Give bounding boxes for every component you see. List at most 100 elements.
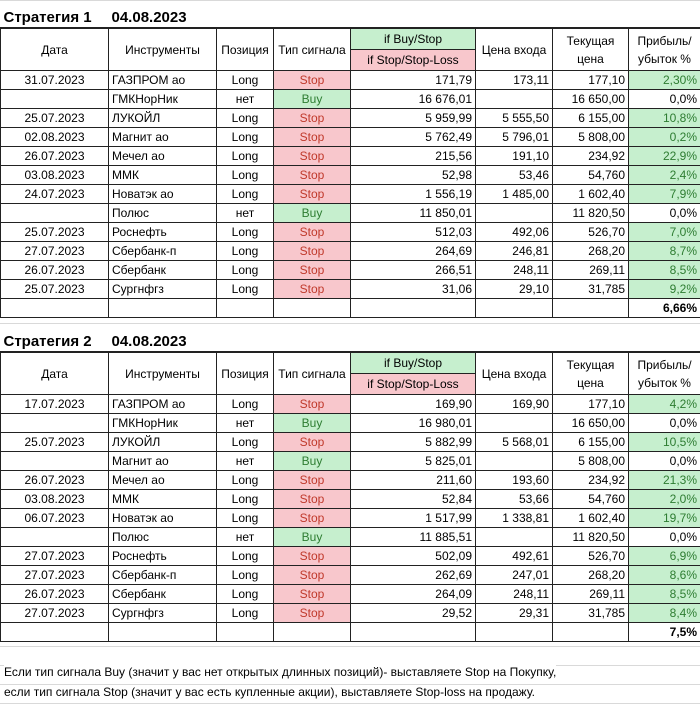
cell-signal[interactable]: Stop	[273, 184, 351, 204]
cell-signal[interactable]: Stop	[273, 279, 351, 299]
cell-profit[interactable]: 2,0%	[627, 489, 700, 509]
empty-cell[interactable]	[273, 298, 351, 318]
cell-entry-price[interactable]: 492,61	[475, 546, 553, 566]
empty-cell[interactable]	[350, 298, 476, 318]
cell-position[interactable]: Long	[216, 108, 274, 128]
cell-instrument[interactable]: Сургнфгз	[108, 279, 217, 299]
cell-instrument[interactable]: Полюс	[108, 527, 217, 547]
cell-position[interactable]: нет	[216, 413, 274, 433]
cell-entry-price[interactable]	[475, 413, 553, 433]
empty-cell[interactable]	[0, 622, 109, 642]
cell-instrument[interactable]: Сбербанк	[108, 260, 217, 280]
cell-profit[interactable]: 10,8%	[627, 108, 700, 128]
cell-entry-price[interactable]: 1 338,81	[475, 508, 553, 528]
cell-date[interactable]: 03.08.2023	[0, 489, 109, 509]
cell-entry-price[interactable]: 5 568,01	[475, 432, 553, 452]
cell-entry-price[interactable]	[475, 89, 553, 109]
cell-entry-price[interactable]: 191,10	[475, 146, 553, 166]
cell-instrument[interactable]: Магнит ао	[108, 451, 217, 471]
cell-instrument[interactable]: ММК	[108, 489, 217, 509]
cell-date[interactable]: 26.07.2023	[0, 584, 109, 604]
cell-position[interactable]: нет	[216, 527, 274, 547]
cell-date[interactable]: 27.07.2023	[0, 603, 109, 623]
cell-instrument[interactable]: ГАЗПРОМ ао	[108, 394, 217, 414]
cell-trigger-price[interactable]: 211,60	[350, 470, 476, 490]
cell-current-price[interactable]: 269,11	[552, 260, 629, 280]
empty-cell[interactable]	[552, 298, 629, 318]
cell-entry-price[interactable]: 5 555,50	[475, 108, 553, 128]
cell-entry-price[interactable]: 247,01	[475, 565, 553, 585]
cell-signal[interactable]: Stop	[273, 546, 351, 566]
cell-trigger-price[interactable]: 5 882,99	[350, 432, 476, 452]
cell-position[interactable]: Long	[216, 508, 274, 528]
cell-signal[interactable]: Stop	[273, 394, 351, 414]
cell-date[interactable]: 02.08.2023	[0, 127, 109, 147]
cell-instrument[interactable]: ММК	[108, 165, 217, 185]
cell-trigger-price[interactable]: 11 850,01	[350, 203, 476, 223]
cell-entry-price[interactable]	[475, 203, 553, 223]
cell-current-price[interactable]: 1 602,40	[552, 508, 629, 528]
cell-date[interactable]: 25.07.2023	[0, 108, 109, 128]
cell-profit[interactable]: 8,7%	[627, 241, 700, 261]
cell-profit[interactable]: 0,0%	[627, 451, 700, 471]
cell-date[interactable]: 25.07.2023	[0, 432, 109, 452]
cell-signal[interactable]: Buy	[273, 527, 351, 547]
cell-trigger-price[interactable]: 16 676,01	[350, 89, 476, 109]
cell-entry-price[interactable]: 248,11	[475, 584, 553, 604]
cell-date[interactable]: 26.07.2023	[0, 260, 109, 280]
cell-signal[interactable]: Stop	[273, 508, 351, 528]
empty-cell[interactable]	[273, 622, 351, 642]
cell-signal[interactable]: Stop	[273, 222, 351, 242]
cell-instrument[interactable]: Сбербанк-п	[108, 565, 217, 585]
empty-cell[interactable]	[216, 298, 274, 318]
total-profit[interactable]: 6,66%	[627, 298, 700, 318]
cell-profit[interactable]: 2,4%	[627, 165, 700, 185]
cell-instrument[interactable]: Мечел ао	[108, 146, 217, 166]
cell-trigger-price[interactable]: 215,56	[350, 146, 476, 166]
cell-signal[interactable]: Stop	[273, 127, 351, 147]
cell-entry-price[interactable]	[475, 527, 553, 547]
cell-trigger-price[interactable]: 171,79	[350, 70, 476, 90]
cell-trigger-price[interactable]: 29,52	[350, 603, 476, 623]
cell-position[interactable]: Long	[216, 565, 274, 585]
cell-entry-price[interactable]: 169,90	[475, 394, 553, 414]
cell-position[interactable]: Long	[216, 146, 274, 166]
cell-position[interactable]: Long	[216, 432, 274, 452]
cell-current-price[interactable]: 31,785	[552, 603, 629, 623]
cell-current-price[interactable]: 177,10	[552, 394, 629, 414]
cell-profit[interactable]: 6,9%	[627, 546, 700, 566]
cell-entry-price[interactable]: 29,10	[475, 279, 553, 299]
empty-cell[interactable]	[216, 622, 274, 642]
cell-instrument[interactable]: Мечел ао	[108, 470, 217, 490]
cell-date[interactable]	[0, 89, 109, 109]
cell-profit[interactable]: 4,2%	[627, 394, 700, 414]
cell-date[interactable]: 25.07.2023	[0, 279, 109, 299]
cell-profit[interactable]: 19,7%	[627, 508, 700, 528]
cell-date[interactable]: 25.07.2023	[0, 222, 109, 242]
cell-instrument[interactable]: Сбербанк-п	[108, 241, 217, 261]
cell-profit[interactable]: 10,5%	[627, 432, 700, 452]
cell-position[interactable]: Long	[216, 260, 274, 280]
cell-current-price[interactable]: 5 808,00	[552, 451, 629, 471]
cell-current-price[interactable]: 268,20	[552, 241, 629, 261]
empty-cell[interactable]	[108, 298, 217, 318]
cell-trigger-price[interactable]: 52,98	[350, 165, 476, 185]
cell-entry-price[interactable]	[475, 451, 553, 471]
cell-current-price[interactable]: 16 650,00	[552, 89, 629, 109]
cell-current-price[interactable]: 16 650,00	[552, 413, 629, 433]
cell-current-price[interactable]: 31,785	[552, 279, 629, 299]
cell-date[interactable]: 03.08.2023	[0, 165, 109, 185]
cell-profit[interactable]: 0,0%	[627, 413, 700, 433]
cell-entry-price[interactable]: 246,81	[475, 241, 553, 261]
empty-cell[interactable]	[475, 622, 553, 642]
cell-instrument[interactable]: ГАЗПРОМ ао	[108, 70, 217, 90]
cell-position[interactable]: Long	[216, 470, 274, 490]
empty-cell[interactable]	[0, 298, 109, 318]
cell-trigger-price[interactable]: 5 825,01	[350, 451, 476, 471]
cell-signal[interactable]: Stop	[273, 432, 351, 452]
cell-current-price[interactable]: 526,70	[552, 222, 629, 242]
cell-profit[interactable]: 7,9%	[627, 184, 700, 204]
cell-trigger-price[interactable]: 262,69	[350, 565, 476, 585]
cell-date[interactable]: 24.07.2023	[0, 184, 109, 204]
cell-signal[interactable]: Buy	[273, 413, 351, 433]
